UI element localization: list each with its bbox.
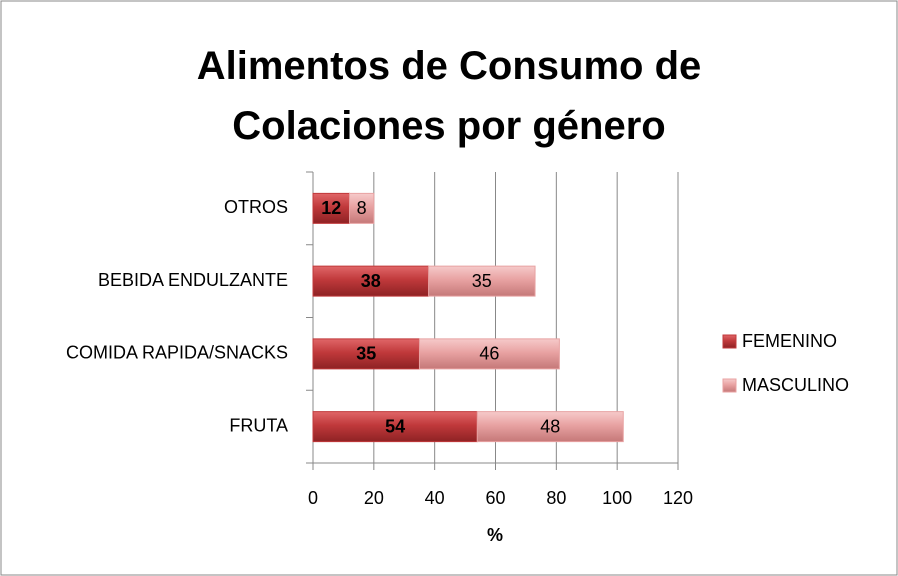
x-tick-label: 0 [308,488,318,508]
y-tick-label: OTROS [224,197,288,217]
x-tick-label: 40 [425,488,445,508]
data-label: 46 [479,344,499,364]
chart-title: Alimentos de Consumo de Colaciones por g… [196,44,702,148]
y-tick-label: FRUTA [229,415,288,435]
bar [349,192,375,224]
legend-swatch [722,378,737,393]
x-tick-label: 100 [602,488,632,508]
bar [312,411,478,443]
x-tick-label: 120 [663,488,693,508]
data-label: 12 [321,198,341,218]
legend-swatch [722,334,737,349]
data-label: 48 [540,416,560,436]
bar [428,265,536,297]
bar [418,338,560,370]
x-tick-label: 60 [485,488,505,508]
data-label: 35 [356,344,376,364]
x-tick-label: 20 [364,488,384,508]
data-label: 54 [385,416,405,436]
data-label: 8 [357,198,367,218]
x-axis-label: % [487,525,503,545]
bar [312,338,420,370]
bar [476,411,624,443]
legend-label: MASCULINO [742,375,849,395]
legend-label: FEMENINO [742,331,837,351]
x-tick-label: 80 [546,488,566,508]
data-label: 38 [361,271,381,291]
data-label: 35 [472,271,492,291]
y-tick-label: BEBIDA ENDULZANTE [98,270,288,290]
bar [312,192,350,224]
y-tick-label: COMIDA RAPIDA/SNACKS [66,343,288,363]
